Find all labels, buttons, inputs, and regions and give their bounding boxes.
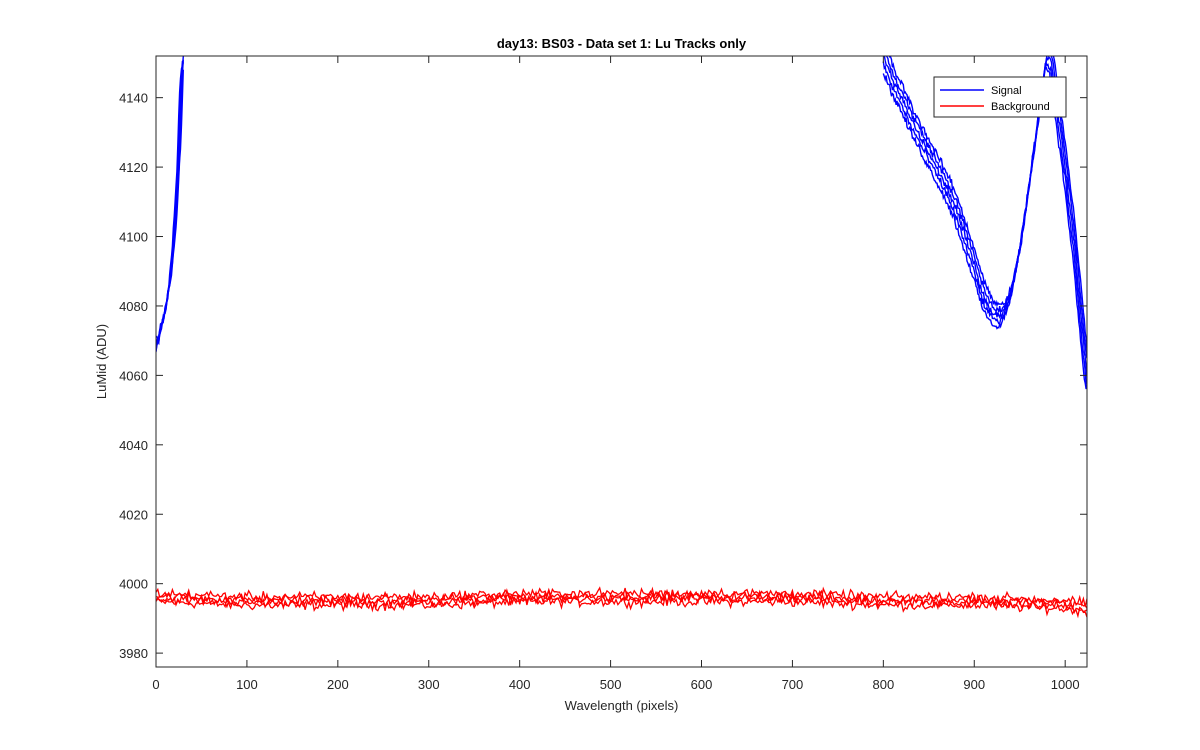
axes-box bbox=[155, 55, 1088, 668]
x-tick-label: 800 bbox=[872, 677, 894, 692]
x-tick-label: 400 bbox=[509, 677, 531, 692]
x-tick-label: 300 bbox=[418, 677, 440, 692]
ticks-layer: 0 100 200 300 400 500 600 700 800 900 1000 3980 4000… bbox=[119, 56, 1087, 692]
background-line bbox=[156, 587, 1087, 611]
background-line bbox=[156, 586, 1087, 607]
signal-line bbox=[885, 56, 1087, 359]
y-tick-label: 3980 bbox=[119, 646, 148, 661]
x-tick-label: 700 bbox=[782, 677, 804, 692]
chart-title: day13: BS03 - Data set 1: Lu Tracks only bbox=[497, 36, 747, 51]
x-tick-label: 1000 bbox=[1051, 677, 1080, 692]
y-tick-label: 4020 bbox=[119, 507, 148, 522]
legend-label-background: Background bbox=[991, 101, 1050, 113]
y-tick-label: 4140 bbox=[119, 91, 148, 106]
x-tick-label: 100 bbox=[236, 677, 258, 692]
x-tick-label: 900 bbox=[963, 677, 985, 692]
y-tick-label: 4000 bbox=[119, 577, 148, 592]
legend: Signal Background bbox=[933, 76, 1067, 118]
x-axis-title: Wavelength (pixels) bbox=[565, 698, 679, 713]
x-tick-label: 200 bbox=[327, 677, 349, 692]
x-tick-label: 0 bbox=[152, 677, 159, 692]
y-tick-label: 4120 bbox=[119, 160, 148, 175]
x-tick-label: 600 bbox=[691, 677, 713, 692]
y-axis-title: LuMid (ADU) bbox=[94, 324, 109, 399]
signal-line bbox=[156, 69, 184, 341]
y-tick-label: 4100 bbox=[119, 230, 148, 245]
signal-line bbox=[888, 56, 1087, 352]
y-tick-label: 4080 bbox=[119, 299, 148, 314]
y-tick-label: 4060 bbox=[119, 368, 148, 383]
plot-area bbox=[156, 56, 1087, 667]
legend-box bbox=[933, 76, 1067, 118]
background-line bbox=[156, 591, 1087, 615]
x-tick-label: 500 bbox=[600, 677, 622, 692]
legend-label-signal: Signal bbox=[991, 85, 1022, 97]
y-tick-label: 4040 bbox=[119, 438, 148, 453]
